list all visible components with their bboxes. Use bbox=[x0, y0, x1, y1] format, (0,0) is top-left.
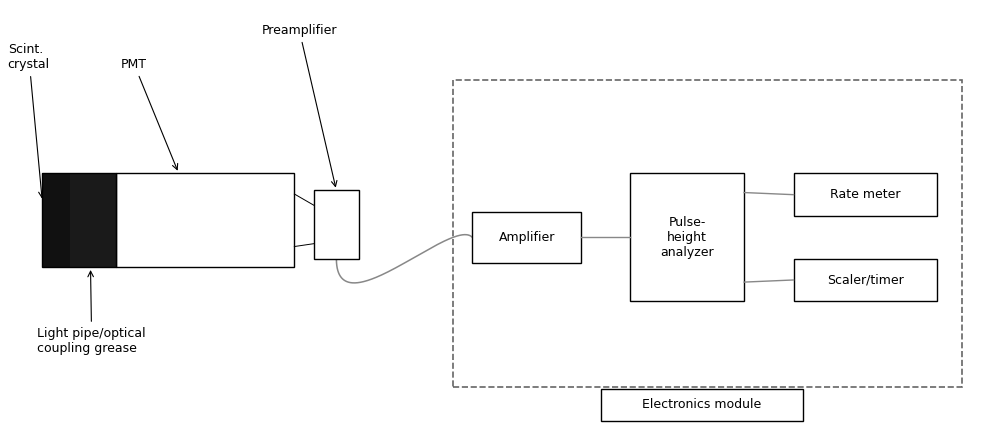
FancyBboxPatch shape bbox=[793, 173, 937, 216]
Text: Rate meter: Rate meter bbox=[830, 188, 901, 201]
FancyBboxPatch shape bbox=[630, 173, 745, 301]
Text: PMT: PMT bbox=[121, 58, 178, 170]
Text: Scaler/timer: Scaler/timer bbox=[827, 273, 904, 286]
Text: Light pipe/optical
coupling grease: Light pipe/optical coupling grease bbox=[38, 271, 146, 355]
Text: Electronics module: Electronics module bbox=[642, 398, 761, 411]
Text: Scint.
crystal: Scint. crystal bbox=[8, 43, 50, 197]
Text: Pulse-
height
analyzer: Pulse- height analyzer bbox=[660, 216, 714, 259]
Text: Amplifier: Amplifier bbox=[498, 231, 555, 244]
FancyBboxPatch shape bbox=[71, 173, 116, 267]
Text: Preamplifier: Preamplifier bbox=[261, 24, 337, 187]
FancyBboxPatch shape bbox=[472, 212, 581, 263]
FancyBboxPatch shape bbox=[793, 259, 937, 301]
FancyBboxPatch shape bbox=[43, 173, 71, 267]
FancyBboxPatch shape bbox=[116, 173, 294, 267]
FancyBboxPatch shape bbox=[314, 191, 359, 259]
FancyBboxPatch shape bbox=[600, 389, 803, 421]
